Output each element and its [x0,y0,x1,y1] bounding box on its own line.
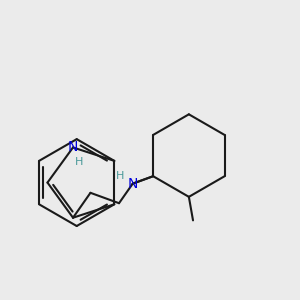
Text: H: H [75,157,84,166]
Text: H: H [116,171,124,181]
Text: N: N [68,140,78,154]
Text: N: N [128,177,138,190]
